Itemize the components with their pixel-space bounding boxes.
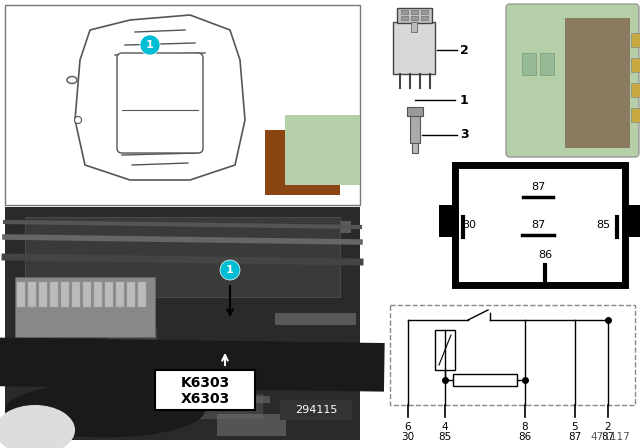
Bar <box>196 394 263 419</box>
Bar <box>625 205 640 237</box>
Bar <box>401 16 408 20</box>
Text: 1: 1 <box>226 265 234 275</box>
Ellipse shape <box>0 405 75 448</box>
Bar <box>397 8 432 23</box>
Bar <box>285 115 360 185</box>
Text: 87: 87 <box>568 432 582 442</box>
Bar <box>17 282 25 307</box>
Text: 87: 87 <box>531 182 545 192</box>
Bar <box>127 282 135 307</box>
Bar <box>138 282 146 307</box>
Bar <box>64 220 182 233</box>
Bar <box>390 305 635 405</box>
Bar <box>393 22 435 74</box>
FancyBboxPatch shape <box>506 4 639 157</box>
Bar <box>61 282 69 307</box>
PathPatch shape <box>75 15 245 180</box>
Bar <box>116 282 124 307</box>
Bar <box>455 165 625 285</box>
Bar <box>28 282 36 307</box>
Text: 6: 6 <box>404 422 412 432</box>
Bar <box>265 130 340 195</box>
Bar <box>222 250 314 288</box>
Bar <box>5 207 360 440</box>
Bar <box>401 10 408 14</box>
Bar <box>411 10 418 14</box>
Ellipse shape <box>67 77 77 83</box>
Text: 87: 87 <box>602 432 614 442</box>
Bar <box>50 282 58 307</box>
Bar <box>410 115 420 143</box>
Bar <box>308 221 351 233</box>
Bar <box>179 396 270 403</box>
Text: 86: 86 <box>538 250 552 260</box>
Bar <box>25 217 340 297</box>
Text: 3: 3 <box>460 129 468 142</box>
FancyBboxPatch shape <box>117 53 203 153</box>
Text: 86: 86 <box>518 432 532 442</box>
Bar <box>25 279 61 301</box>
Bar <box>453 374 517 386</box>
Bar <box>407 107 423 116</box>
Bar <box>421 10 428 14</box>
Circle shape <box>74 116 81 124</box>
Bar <box>275 313 356 325</box>
Bar <box>631 58 640 72</box>
Bar <box>540 53 554 75</box>
Bar <box>83 282 91 307</box>
Text: 85: 85 <box>438 432 452 442</box>
Circle shape <box>140 35 160 55</box>
Bar <box>412 143 418 153</box>
Bar <box>411 22 417 32</box>
Bar <box>96 317 127 328</box>
Bar <box>155 370 255 410</box>
Bar <box>631 108 640 122</box>
Text: X6303: X6303 <box>180 392 230 406</box>
Bar <box>174 394 262 414</box>
Bar <box>435 330 455 370</box>
Bar <box>439 205 455 237</box>
Text: 30: 30 <box>401 432 415 442</box>
Bar <box>105 282 113 307</box>
Bar <box>39 412 76 433</box>
Text: 1: 1 <box>146 40 154 50</box>
Text: 2: 2 <box>460 43 468 56</box>
Bar <box>6 340 85 348</box>
Text: 1: 1 <box>460 94 468 107</box>
Text: 471117: 471117 <box>590 432 630 442</box>
Bar <box>280 400 352 420</box>
Text: 85: 85 <box>596 220 610 230</box>
Bar <box>421 16 428 20</box>
Text: 294115: 294115 <box>295 405 337 415</box>
Bar <box>522 53 536 75</box>
Text: 8: 8 <box>522 422 528 432</box>
Text: 2: 2 <box>605 422 611 432</box>
Bar <box>5 5 360 205</box>
Bar <box>565 18 630 148</box>
Bar <box>631 33 640 47</box>
Bar <box>72 282 80 307</box>
Bar <box>411 16 418 20</box>
Text: 87: 87 <box>531 220 545 230</box>
Text: K6303: K6303 <box>180 376 230 390</box>
Text: 5: 5 <box>572 422 579 432</box>
Bar <box>107 328 157 351</box>
Bar <box>94 282 102 307</box>
Bar <box>217 414 286 436</box>
Text: 4: 4 <box>442 422 448 432</box>
Bar <box>39 282 47 307</box>
Bar <box>62 228 167 257</box>
Circle shape <box>220 260 240 280</box>
Bar <box>631 83 640 97</box>
Text: 30: 30 <box>462 220 476 230</box>
Ellipse shape <box>5 383 205 438</box>
Bar <box>15 277 155 337</box>
Bar <box>154 259 186 265</box>
